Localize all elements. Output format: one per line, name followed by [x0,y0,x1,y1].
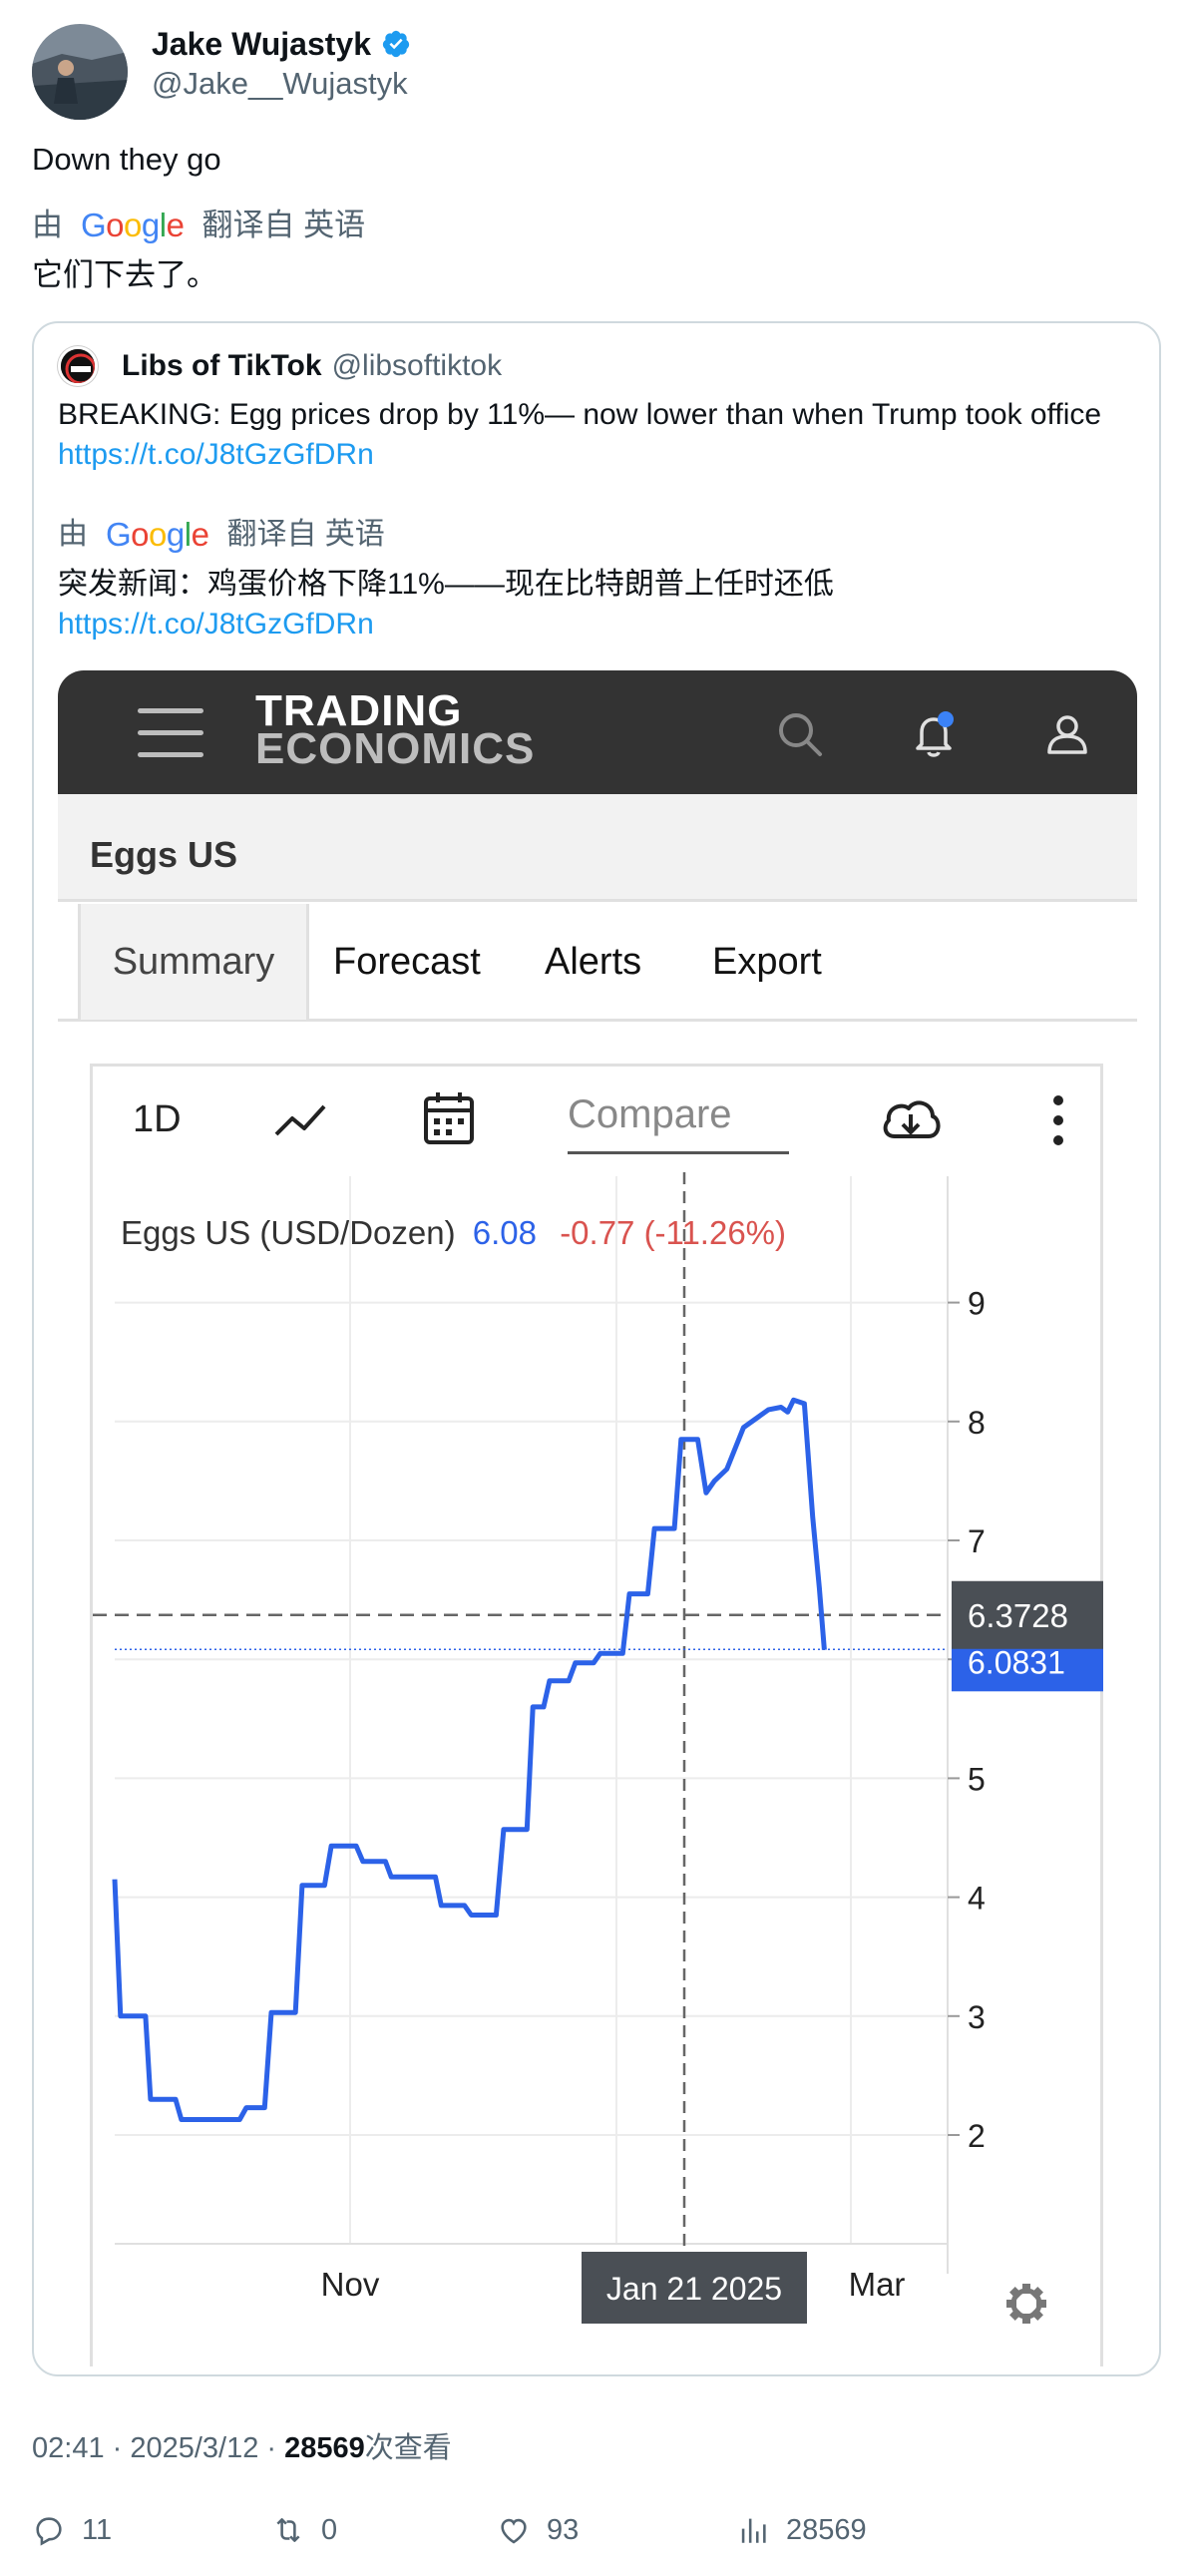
verified-badge-icon [382,30,410,58]
te-tabs: Summary Forecast Alerts Export [58,904,1137,1022]
quoted-link[interactable]: https://t.co/J8tGzGfDRn [58,438,374,471]
like-button[interactable]: 93 [497,2510,579,2550]
repost-count: 0 [321,2513,338,2546]
x-tick-label-mar: Mar [849,2266,906,2303]
quoted-translate-prefix: 由 [58,518,88,551]
quoted-translation-attribution: 由 Google 翻译自 英语 [58,515,385,555]
te-tab-summary: Summary [78,904,309,1020]
y-tick-label: 9 [968,1286,986,1322]
price-series-line [112,1397,827,2122]
crosshair-value-badge [952,1580,1103,1649]
last-value-badge [952,1643,1103,1692]
search-icon [779,713,822,756]
quoted-google-logo: Google [106,516,209,553]
te-logo-line1: TRADING [255,686,463,735]
author-avatar[interactable] [32,24,128,120]
tweet-meta: 02:41 · 2025/3/12 · 28569次查看 [32,2424,452,2466]
chart-title-label: Eggs US (USD/Dozen) [121,1214,456,1251]
author-name-text[interactable]: Jake Wujastyk [152,26,371,62]
attached-image[interactable]: TRADING ECONOMICS Eggs US Summary Foreca [58,670,1137,2366]
download-cloud-icon [883,1100,941,1138]
line-chart-icon [274,1104,326,1136]
more-vertical-icon [1053,1095,1063,1145]
user-icon [1047,715,1087,754]
te-subheader: Eggs US [58,794,1137,902]
quoted-author-name[interactable]: Libs of TikTok [122,349,322,382]
google-logo: Google [81,207,185,243]
x-tick-label-nov: Nov [321,2266,380,2303]
y-tick-label: 4 [968,1881,986,1917]
bell-icon [916,711,954,757]
translation-attribution: 由 Google 翻译自 英语 [32,206,365,245]
translate-suffix: 翻译自 英语 [201,208,366,242]
translated-text: 它们下去了。 [32,257,217,292]
tweet-timestamp[interactable]: 02:41 · 2025/3/12 · [32,2432,285,2464]
crosshair-date-text: Jan 21 2025 [606,2271,782,2307]
tweet-text: Down they go [32,142,221,177]
menu-icon [138,708,203,760]
crosshair-value-text: 6.3728 [968,1597,1068,1634]
reply-icon [36,2517,62,2546]
quoted-text: BREAKING: Egg prices drop by 11%— now lo… [58,395,1145,475]
y-tick-label: 7 [968,1523,986,1559]
views-action-count: 28569 [786,2513,867,2546]
translate-prefix: 由 [32,208,63,242]
quoted-author: Libs of TikTok @libsoftiktok [58,343,502,389]
view-count: 28569 [284,2432,365,2464]
quoted-text-body: BREAKING: Egg prices drop by 11%— now lo… [58,398,1102,431]
quoted-translated-text: 突发新闻：鸡蛋价格下降11%——现在比特朗普上任时还低 https://t.co… [58,565,1145,644]
last-value-badge-text: 6.0831 [968,1644,1065,1680]
chart-panel: 1D Compare Eggs US (USD/Dozen) [90,1064,1103,2366]
quoted-tweet[interactable]: Libs of TikTok @libsoftiktok BREAKING: E… [32,321,1161,2376]
quoted-translated-link[interactable]: https://t.co/J8tGzGfDRn [58,608,374,641]
te-page-title: Eggs US [90,834,238,875]
analytics-icon [741,2518,766,2543]
te-tab-alerts: Alerts [545,940,642,983]
quoted-author-avatar[interactable] [58,346,98,386]
heart-icon [501,2518,527,2544]
repost-button[interactable]: 0 [271,2510,337,2550]
quoted-translated-body: 突发新闻：鸡蛋价格下降11%——现在比特朗普上任时还低 [58,568,834,601]
quoted-translate-suffix: 翻译自 英语 [226,518,385,551]
author-name[interactable]: Jake Wujastyk [152,24,411,64]
y-tick-label: 2 [968,2118,986,2154]
calendar-icon [424,1092,474,1144]
te-header: TRADING ECONOMICS [58,670,1137,794]
te-logo: TRADING ECONOMICS [255,686,536,773]
compare-input: Compare [568,1092,789,1154]
quoted-author-handle[interactable]: @libsoftiktok [331,349,503,382]
chart-change: -0.77 (-11.26%) [560,1214,787,1251]
author-handle[interactable]: @Jake__Wujastyk [152,66,408,101]
action-bar: 11 0 93 28569 [32,2510,1161,2550]
settings-gear-icon [1006,2284,1046,2324]
views-button[interactable]: 28569 [736,2510,867,2550]
like-count: 93 [547,2513,580,2546]
te-tab-forecast: Forecast [333,940,481,983]
period-selector: 1D [133,1098,182,1140]
tweet-author: Jake Wujastyk @Jake__Wujastyk [32,24,411,124]
te-tab-export: Export [712,940,822,983]
y-tick-label: 5 [968,1761,986,1797]
reply-count: 11 [82,2513,113,2546]
crosshair-date-badge [582,2252,807,2324]
reply-button[interactable]: 11 [32,2510,112,2550]
y-tick-label: 8 [968,1405,986,1441]
repost-icon [276,2518,300,2542]
chart-title: Eggs US (USD/Dozen) 6.08 -0.77 (-11.26%) [121,1214,786,1252]
view-suffix: 次查看 [364,2432,452,2464]
chart-current-value: 6.08 [472,1214,538,1251]
y-tick-label: 3 [968,1999,986,2035]
te-logo-line2: ECONOMICS [255,724,536,773]
